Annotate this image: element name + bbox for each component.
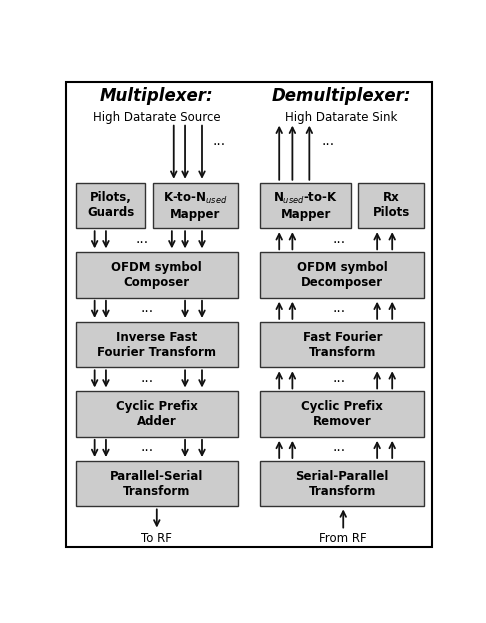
- Bar: [260, 461, 424, 506]
- Bar: [76, 461, 238, 506]
- Text: Fast Fourier
Transform: Fast Fourier Transform: [303, 331, 382, 359]
- Text: OFDM symbol
Decomposer: OFDM symbol Decomposer: [297, 261, 388, 289]
- Text: High Datarate Sink: High Datarate Sink: [285, 112, 398, 125]
- Text: ...: ...: [333, 440, 346, 455]
- Text: ...: ...: [141, 371, 154, 385]
- Text: Multiplexer:: Multiplexer:: [100, 87, 214, 105]
- Text: N$_{used}$-to-K
Mapper: N$_{used}$-to-K Mapper: [273, 191, 338, 221]
- Text: From RF: From RF: [319, 532, 367, 545]
- Text: Cyclic Prefix
Adder: Cyclic Prefix Adder: [116, 400, 198, 428]
- Text: Pilots,
Guards: Pilots, Guards: [87, 191, 134, 219]
- Text: K-to-N$_{used}$
Mapper: K-to-N$_{used}$ Mapper: [163, 191, 227, 221]
- Bar: [76, 391, 238, 437]
- Text: ...: ...: [212, 134, 226, 148]
- Text: ...: ...: [135, 232, 148, 246]
- Bar: [153, 183, 238, 228]
- Bar: [358, 183, 424, 228]
- Text: ...: ...: [333, 371, 346, 385]
- Bar: [260, 322, 424, 368]
- Text: ...: ...: [141, 440, 154, 455]
- Text: ...: ...: [141, 302, 154, 315]
- Bar: [260, 183, 351, 228]
- Text: Inverse Fast
Fourier Transform: Inverse Fast Fourier Transform: [97, 331, 216, 359]
- Text: ...: ...: [333, 232, 346, 246]
- Text: High Datarate Source: High Datarate Source: [93, 112, 221, 125]
- Bar: [76, 322, 238, 368]
- Bar: [76, 252, 238, 298]
- Text: ...: ...: [322, 134, 335, 148]
- Bar: [260, 391, 424, 437]
- Text: ...: ...: [333, 302, 346, 315]
- Text: To RF: To RF: [141, 532, 172, 545]
- Text: OFDM symbol
Composer: OFDM symbol Composer: [111, 261, 202, 289]
- Text: Parallel-Serial
Transform: Parallel-Serial Transform: [110, 470, 204, 498]
- Text: Cyclic Prefix
Remover: Cyclic Prefix Remover: [301, 400, 383, 428]
- Bar: [76, 183, 145, 228]
- Text: Rx
Pilots: Rx Pilots: [373, 191, 410, 219]
- Text: Demultiplexer:: Demultiplexer:: [272, 87, 411, 105]
- Text: Serial-Parallel
Transform: Serial-Parallel Transform: [295, 470, 389, 498]
- Bar: [260, 252, 424, 298]
